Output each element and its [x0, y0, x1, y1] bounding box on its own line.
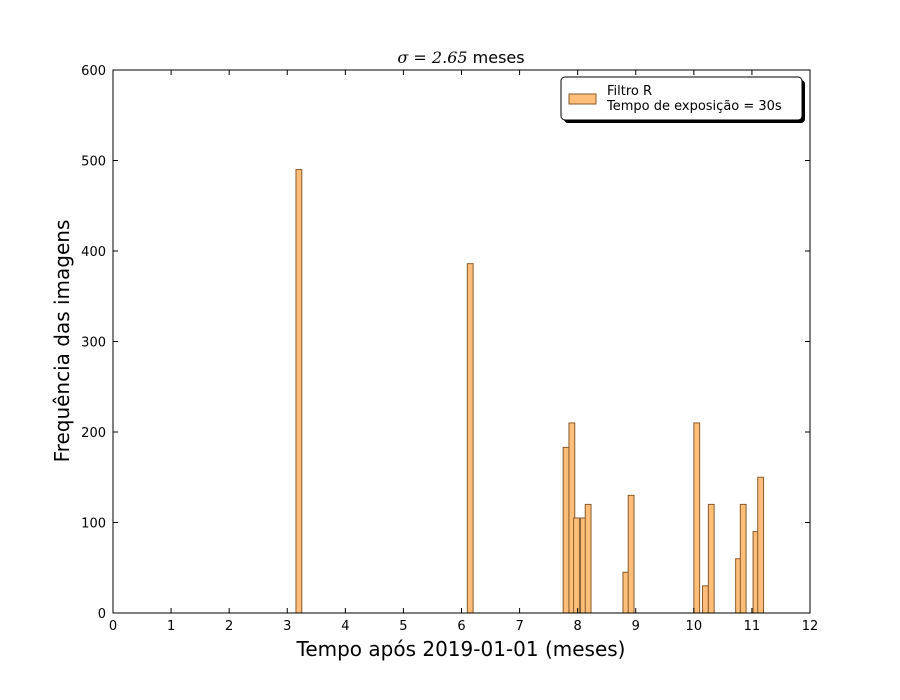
bar — [584, 503, 592, 614]
x-tick-label: 3 — [283, 619, 291, 634]
legend-box — [560, 76, 803, 121]
x-tick-label: 5 — [399, 619, 407, 634]
x-tick-label: 7 — [515, 619, 523, 634]
bar — [295, 169, 303, 614]
bar — [466, 263, 474, 614]
y-axis-ticks: 0 100 200 300 400 500 600 — [81, 64, 810, 622]
y-tick-label: 500 — [81, 155, 106, 170]
legend-entry-filter: Filtro R — [607, 84, 652, 99]
bar — [627, 494, 635, 614]
bar — [702, 585, 709, 614]
x-tick-label: 6 — [457, 619, 465, 634]
x-tick-label: 4 — [341, 619, 349, 634]
chart-title-sigma: σ = 2.65 — [397, 48, 467, 67]
y-tick-label: 300 — [81, 336, 106, 351]
x-tick-label: 0 — [109, 619, 117, 634]
y-tick-label: 200 — [81, 426, 106, 441]
bar — [757, 476, 765, 614]
x-tick-label: 10 — [686, 619, 703, 634]
x-tick-label: 1 — [167, 619, 175, 634]
y-tick-label: 0 — [98, 607, 106, 622]
y-tick-label: 600 — [81, 64, 106, 79]
x-tick-label: 8 — [574, 619, 582, 634]
plot-frame — [112, 69, 811, 614]
chart-title: σ = 2.65 meses — [397, 48, 524, 67]
legend: Filtro R Tempo de exposição = 30s — [560, 76, 805, 123]
bar — [562, 446, 570, 614]
y-axis-label: Frequência das imagens — [50, 220, 74, 463]
bar-series — [295, 169, 765, 614]
bar — [707, 503, 715, 614]
x-tick-label: 11 — [744, 619, 761, 634]
x-tick-label: 2 — [225, 619, 233, 634]
x-axis-label: Tempo após 2019-01-01 (meses) — [296, 637, 626, 661]
y-tick-label: 400 — [81, 245, 106, 260]
x-axis-ticks: 0 1 2 3 4 5 6 7 8 9 10 11 12 — [109, 70, 818, 634]
legend-entry-exposure: Tempo de exposição = 30s — [606, 99, 782, 114]
chart-title-unit: meses — [468, 48, 525, 67]
legend-swatch — [568, 93, 597, 105]
x-tick-label: 12 — [802, 619, 819, 634]
bar — [739, 503, 747, 614]
bar — [573, 517, 580, 614]
x-tick-label: 9 — [632, 619, 640, 634]
bar — [693, 422, 701, 614]
y-tick-label: 100 — [81, 517, 106, 532]
